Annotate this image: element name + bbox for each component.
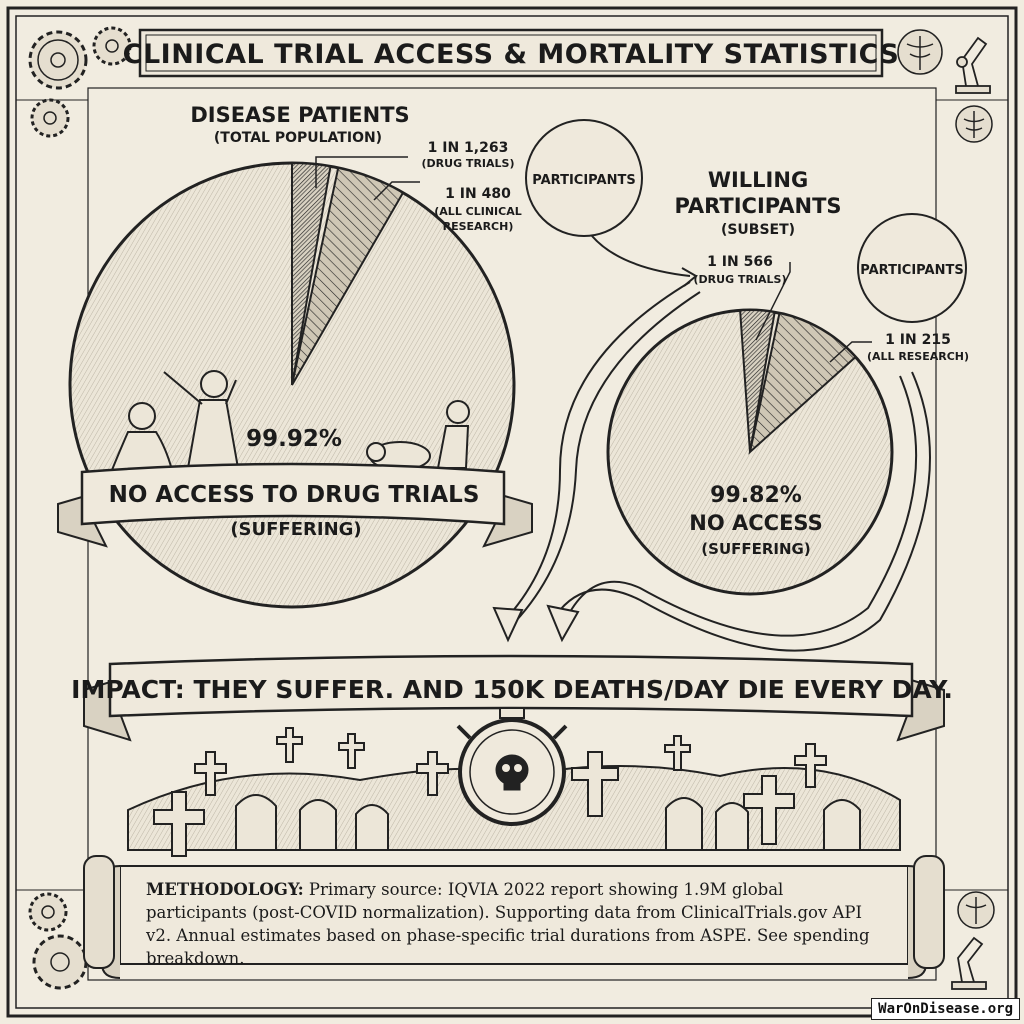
pie-left-slice-all-research: [291, 166, 405, 386]
pie-right-slice1-sublabel: (DRUG TRIALS): [694, 273, 787, 286]
page-title: CLINICAL TRIAL ACCESS & MORTALITY STATIS…: [123, 39, 900, 70]
impact-text: IMPACT: THEY SUFFER. AND 150K DEATHS/DAY…: [71, 675, 953, 704]
pie-right-title-1: WILLING: [708, 168, 808, 192]
gear-icon: [92, 26, 132, 66]
pie-right-main-value: 99.82%: [710, 483, 802, 508]
pie-right-title-2: PARTICIPANTS: [674, 194, 841, 218]
pie-left-slice2-sublabel-2: RESEARCH): [443, 220, 514, 233]
pie-right-slice-all-research: [748, 311, 857, 455]
pie-left-slice-drug-trials: [291, 161, 332, 386]
pie-right-slice2-label: 1 IN 215: [885, 332, 951, 348]
impact-banner: [83, 654, 945, 742]
gear-icon: [32, 934, 88, 990]
methodology-body: Primary source: IQVIA 2022 report showin…: [146, 880, 870, 968]
no-access-banner-left: [57, 462, 533, 548]
pie-left-slice2-label: 1 IN 480: [445, 186, 511, 202]
pie-right-subtitle: (SUBSET): [721, 222, 795, 238]
suffering-figure-icon: [110, 402, 174, 471]
page-border: [6, 6, 1018, 1018]
pie-right-slice-drug-trials: [739, 308, 776, 453]
pie-left-banner: NO ACCESS TO DRUG TRIALS: [109, 482, 480, 508]
flow-arrows: [492, 235, 931, 652]
microscope-icon: [955, 36, 991, 94]
pie-right-slice2-sublabel: (ALL RESEARCH): [867, 350, 969, 363]
pie-left-slice1-label: 1 IN 1,263: [428, 140, 509, 156]
gear-icon: [30, 98, 70, 138]
svg-text:PARTICIPANTS: PARTICIPANTS: [860, 263, 963, 278]
pie-left-main-value: 99.92%: [246, 426, 342, 452]
svg-text:PARTICIPANTS: PARTICIPANTS: [532, 173, 635, 188]
gear-icon: [28, 30, 88, 90]
grave-cross-icon: [153, 727, 827, 857]
methodology-label: METHODOLOGY:: [146, 880, 304, 899]
suffering-figure-icon: [163, 370, 240, 469]
pie-right-note: (SUFFERING): [701, 540, 810, 558]
pie-left-title: DISEASE PATIENTS: [190, 103, 409, 127]
pie-right: [606, 308, 894, 596]
pie-left-subtitle: (TOTAL POPULATION): [214, 130, 382, 146]
microscope-icon: [951, 936, 987, 990]
suffering-figure-icon: [436, 400, 470, 469]
pie-left-note: (SUFFERING): [230, 519, 361, 540]
pie-left-slice1-sublabel: (DRUG TRIALS): [422, 157, 515, 170]
pie-right-slice1-label: 1 IN 566: [707, 254, 773, 270]
pie-left-slice2-sublabel-1: (ALL CLINICAL: [434, 205, 521, 218]
caduceus-icon: [955, 105, 993, 143]
methodology-text: METHODOLOGY: Primary source: IQVIA 2022 …: [146, 878, 886, 970]
methodology-scroll: [83, 855, 945, 979]
pie-right-banner: NO ACCESS: [689, 511, 822, 535]
gear-icon: [28, 892, 68, 932]
suffering-figure-icon: [366, 441, 431, 471]
participants-bubble-right: PARTICIPANTS: [857, 213, 967, 323]
caduceus-icon: [897, 29, 943, 75]
skull-clock-icon: [456, 707, 568, 826]
tombstone-icon: [235, 794, 861, 851]
title-banner: [138, 28, 884, 78]
caduceus-icon: [957, 891, 995, 929]
watermark-link[interactable]: WarOnDisease.org: [871, 998, 1020, 1020]
participants-bubble-left: PARTICIPANTS: [525, 119, 643, 237]
